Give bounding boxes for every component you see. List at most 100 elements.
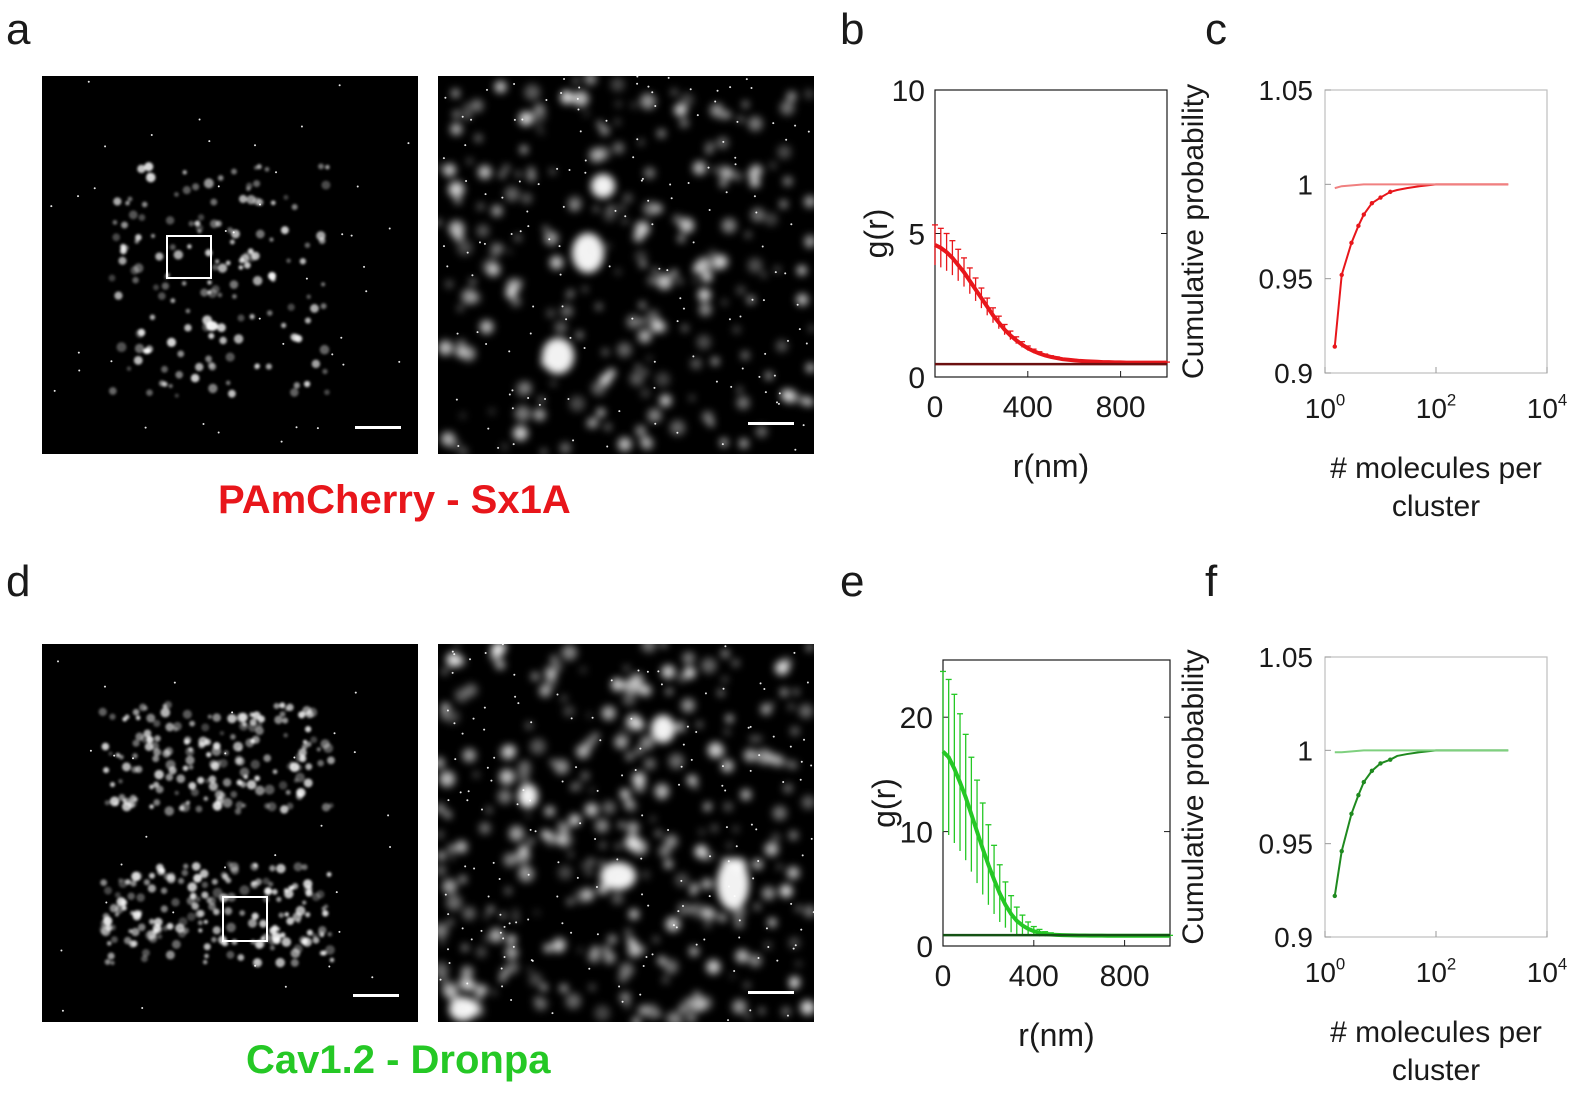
- texture-blob: [108, 274, 116, 282]
- texture-blob: [756, 735, 763, 742]
- speckle-dot: [578, 86, 581, 89]
- texture-blob: [479, 320, 494, 334]
- texture-blob: [282, 717, 289, 724]
- texture-blob: [559, 442, 571, 454]
- texture-blob: [683, 666, 696, 679]
- series-marker: [1349, 240, 1354, 246]
- speckle-dot: [453, 722, 456, 725]
- texture-blob: [190, 788, 199, 797]
- texture-blob: [780, 100, 795, 116]
- texture-blob: [572, 90, 589, 107]
- speckle-dot: [259, 203, 262, 206]
- texture-blobs: [438, 644, 814, 1022]
- x-axis-label-line: # molecules per: [1330, 1016, 1542, 1049]
- speckle-dot: [518, 180, 521, 183]
- texture-blob: [597, 883, 609, 895]
- texture-blob: [788, 937, 801, 949]
- speckle-dot: [53, 389, 56, 392]
- texture-blob: [588, 950, 601, 963]
- texture-blob: [230, 734, 236, 740]
- texture-blob: [477, 165, 492, 180]
- texture-blob: [594, 1005, 611, 1021]
- speckle-dot: [224, 752, 227, 755]
- speckle-dot: [616, 858, 619, 861]
- series-marker: [1332, 344, 1337, 349]
- texture-blob: [185, 308, 191, 314]
- texture-blob: [231, 229, 240, 239]
- texture-blob: [445, 987, 459, 1001]
- texture-blob: [459, 447, 468, 454]
- texture-blob: [268, 881, 274, 887]
- speckle-dot: [716, 89, 719, 92]
- texture-blob: [716, 165, 730, 179]
- texture-blob: [249, 314, 255, 320]
- texture-blob: [207, 714, 212, 719]
- texture-blob: [617, 203, 627, 213]
- texture-blob: [461, 944, 469, 951]
- speckle-dot: [753, 195, 756, 198]
- texture-blob: [779, 200, 788, 209]
- texture-blob: [616, 342, 632, 358]
- texture-blob: [462, 103, 472, 112]
- texture-blob: [121, 221, 128, 229]
- speckle-dot: [724, 789, 727, 792]
- texture-blob: [554, 321, 568, 334]
- texture-blob: [318, 926, 327, 935]
- speckle-dot: [144, 426, 147, 429]
- texture-blob: [618, 821, 625, 829]
- texture-blob: [542, 225, 549, 232]
- texture-blob: [630, 673, 644, 686]
- speckle-dot: [480, 929, 483, 932]
- speckle-dot: [647, 904, 650, 907]
- texture-blob: [118, 256, 127, 265]
- texture-blob: [765, 371, 773, 380]
- series-marker: [1339, 848, 1344, 854]
- speckle-dot: [730, 385, 733, 388]
- speckle-dot: [786, 1014, 789, 1017]
- texture-blob: [776, 864, 782, 870]
- texture-blob: [635, 250, 647, 263]
- texture-blob: [775, 340, 788, 352]
- texture-blob: [173, 726, 178, 732]
- speckle-dot: [576, 97, 579, 100]
- speckle-dot: [807, 130, 810, 133]
- texture-blob: [291, 333, 300, 342]
- texture-blob: [246, 194, 256, 205]
- texture-blob: [512, 908, 519, 916]
- texture-blob: [695, 721, 703, 729]
- texture-blob: [543, 943, 553, 953]
- speckle-dot: [752, 877, 755, 880]
- speckle-dot: [777, 402, 780, 405]
- speckle-dot: [461, 732, 464, 735]
- speckle-dot: [692, 241, 695, 244]
- texture-blob: [473, 772, 479, 777]
- speckle-dot: [794, 448, 797, 451]
- texture-blob: [742, 101, 749, 108]
- texture-blob: [283, 733, 288, 738]
- texture-blob: [533, 408, 546, 421]
- texture-blob: [504, 186, 520, 202]
- speckle-dot: [596, 933, 599, 936]
- speckle-dot: [687, 182, 690, 185]
- texture-blob: [287, 303, 295, 311]
- speckle-dot: [605, 119, 608, 122]
- texture-blob: [131, 871, 141, 882]
- texture-blob: [457, 977, 471, 991]
- speckle-dot: [670, 197, 673, 200]
- speckle-dot: [806, 681, 809, 684]
- speckle-dot: [295, 426, 298, 429]
- texture-blob: [560, 695, 567, 702]
- texture-blob: [137, 328, 146, 337]
- texture-blob: [528, 972, 543, 987]
- texture-blob: [489, 408, 495, 414]
- texture-blob: [755, 425, 768, 438]
- speckle-dot: [529, 828, 532, 831]
- texture-blob: [246, 186, 251, 192]
- texture-blob: [633, 719, 645, 731]
- texture-blob: [166, 922, 174, 930]
- texture-blob: [107, 952, 115, 960]
- texture-blob: [591, 945, 600, 954]
- y-tick-label: 1: [1297, 169, 1313, 200]
- texture-blob: [280, 932, 286, 938]
- speckle-dot: [755, 211, 758, 214]
